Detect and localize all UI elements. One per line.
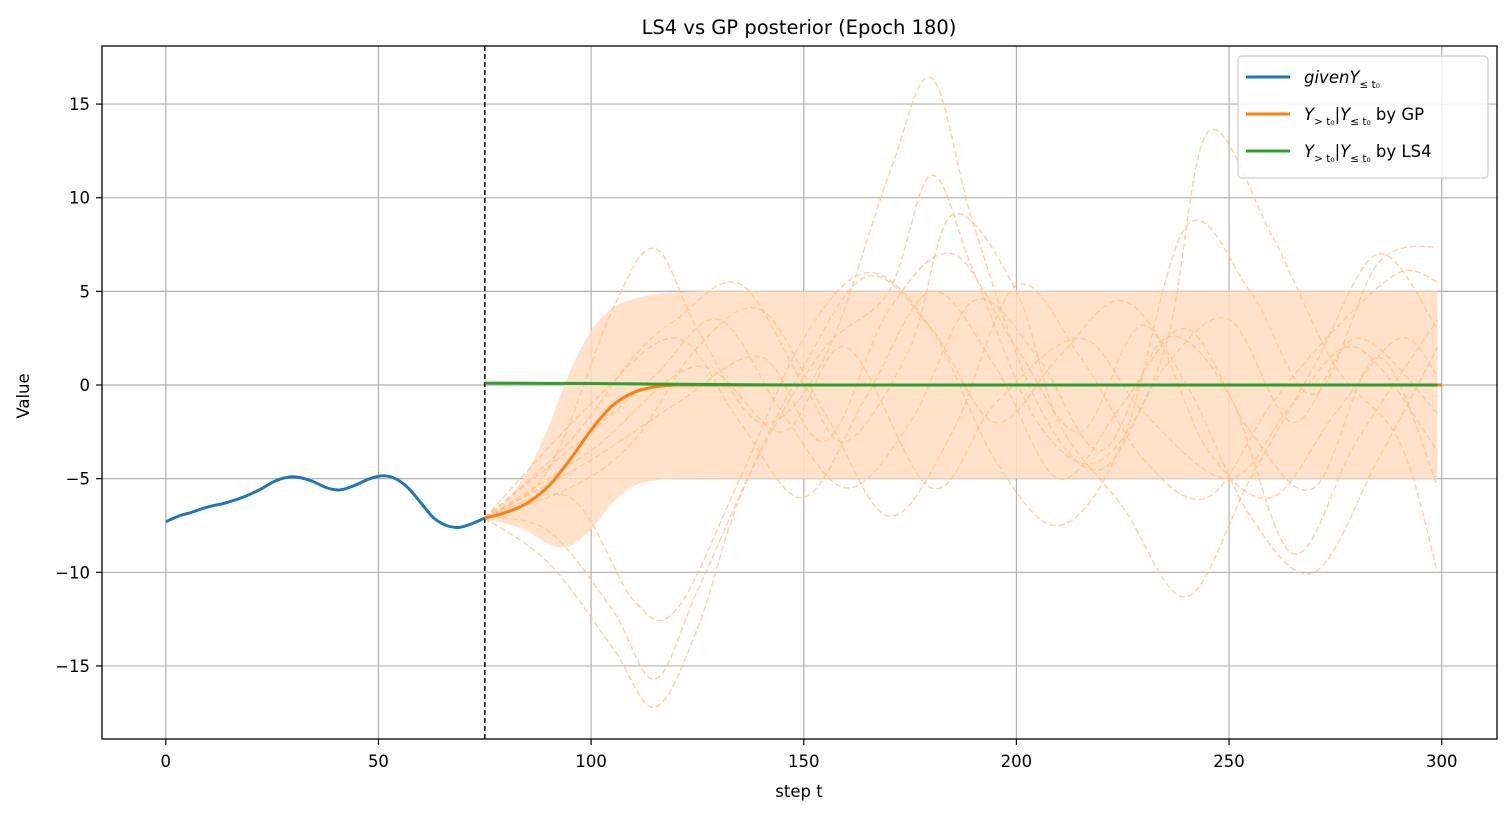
x-tick-label: 150: [788, 752, 820, 771]
chart-title: LS4 vs GP posterior (Epoch 180): [642, 16, 957, 39]
x-tick-label: 50: [368, 752, 389, 771]
gp-sample-path-5: [484, 219, 1438, 622]
y-tick-label: −10: [55, 563, 90, 582]
gp-sample-path-4: [484, 212, 1439, 598]
gp-sample-path-3: [484, 128, 1439, 680]
legend-label-gp: Y> t₀|Y≤ t₀ by GP: [1304, 105, 1424, 128]
legend: givenY≤ t₀ Y> t₀|Y≤ t₀ by GP Y> t₀|Y≤ t₀ b…: [1237, 55, 1489, 179]
gp-sample-path-1: [484, 76, 1438, 519]
y-tick-label: 0: [80, 376, 91, 395]
series-line-given: [165, 474, 486, 529]
x-axis-title: step t: [775, 782, 823, 801]
gp-sample-path-7: [484, 298, 1439, 555]
x-tick-label: 300: [1426, 752, 1458, 771]
gp-sample-path-8: [484, 290, 1439, 519]
x-tick-label: 100: [575, 752, 607, 771]
x-tick-label: 200: [1001, 752, 1033, 771]
gp-sample-path-9: [484, 252, 1439, 519]
axes-frame: [101, 45, 1498, 740]
legend-label-ls4: Y> t₀|Y≤ t₀ by LS4: [1304, 142, 1432, 165]
y-axis-title: Value: [14, 373, 33, 418]
y-tick-label: −15: [55, 657, 90, 676]
gp-sample-path-10: [484, 337, 1439, 519]
series-line-ls4: [484, 381, 1438, 387]
y-tick-label: 10: [69, 189, 90, 208]
legend-box: [1237, 55, 1489, 179]
y-tick-label: −5: [66, 470, 90, 489]
gp-confidence-band: [484, 291, 1438, 548]
legend-label-given: givenY≤ t₀: [1304, 68, 1380, 91]
gp-sample-path-2: [484, 274, 1439, 708]
x-tick-label: 250: [1213, 752, 1245, 771]
gp-sample-path-6: [484, 269, 1438, 519]
y-tick-label: 15: [69, 95, 90, 114]
y-tick-label: 5: [80, 282, 91, 301]
x-tick-label: 0: [161, 752, 172, 771]
